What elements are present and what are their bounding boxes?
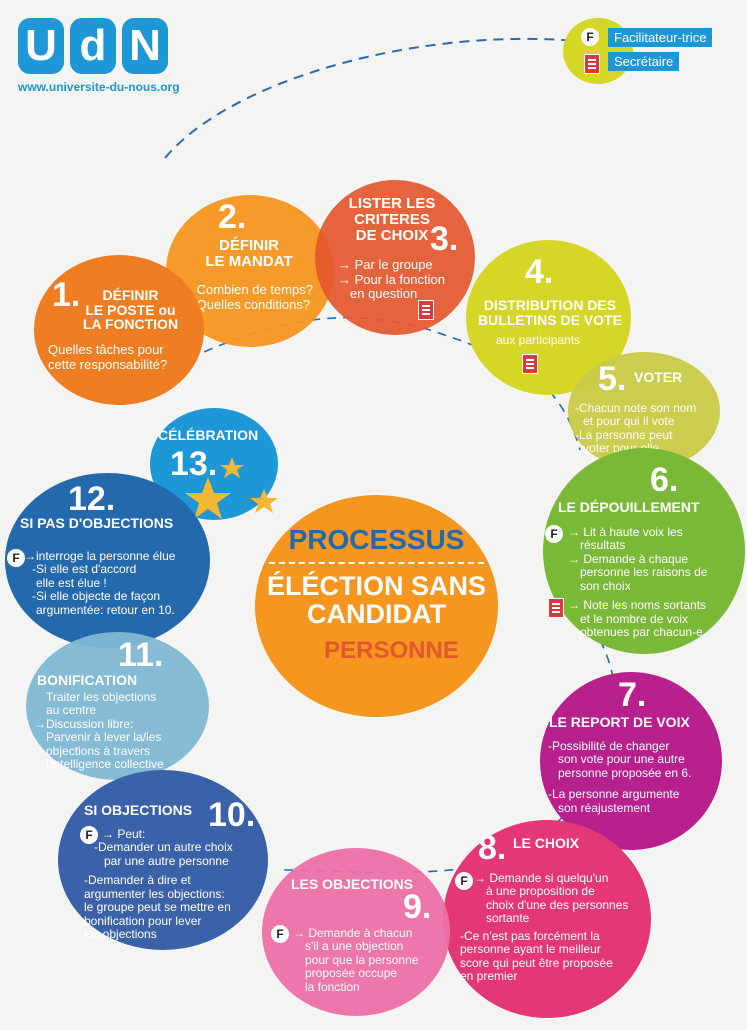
step-4-secretary-icon: [522, 354, 538, 374]
step-11-title: BONIFICATION: [37, 672, 138, 688]
step-6-title: LE DÉPOUILLEMENT: [558, 499, 700, 515]
center-line-2: ÉLÉCTION SANS: [266, 571, 487, 601]
secretary-icon: [584, 54, 600, 74]
center-title: PROCESSUS ÉLÉCTION SANS CANDIDAT PERSONN…: [255, 524, 498, 665]
step-12-blob: [5, 473, 210, 648]
step-5-title: VOTER: [634, 369, 683, 385]
step-4-title: DISTRIBUTION DES BULLETINS DE VOTE: [478, 297, 622, 328]
step-8-title: LE CHOIX: [513, 835, 580, 851]
step-1-blob: [34, 255, 204, 405]
step-9-blob: [262, 848, 450, 1016]
step-10-title: SI OBJECTIONS: [84, 802, 193, 818]
step-3-secretary-icon: [418, 300, 434, 320]
step-2-number: 2.: [218, 198, 247, 236]
step-4-number: 4.: [525, 253, 554, 291]
step-9-number: 9.: [403, 888, 432, 926]
step-6-text: → Lit à haute voix les résultats → Demande…: [568, 525, 708, 640]
step-12-text: →interroge la personne élue -Si elle est …: [24, 549, 176, 617]
step-3-title: LISTER LES CRITERES DE CHOIX: [348, 195, 436, 244]
step-7-blob: [540, 672, 722, 850]
center-divider: [269, 562, 484, 566]
step-11-blob: [26, 632, 209, 780]
step-8-text: → Demande si quelqu'un à une proposition …: [460, 871, 629, 984]
step-1-number: 1.: [52, 276, 81, 314]
step-1-text: Quelles tâches pour cette responsabilité?: [48, 342, 168, 372]
step-10-blob: [58, 770, 268, 950]
step-10-text: → Peut: -Demander un autre choix par une a…: [84, 827, 233, 942]
step-8-facilitator-icon: F: [455, 872, 473, 890]
step-2-title: DÉFINIR LE MANDAT: [205, 237, 293, 270]
logo-url[interactable]: www.universite-du-nous.org: [18, 80, 180, 94]
step-1-title: DÉFINIR LE POSTE ou LA FONCTION: [82, 287, 179, 333]
center-line-1: PROCESSUS: [288, 524, 465, 555]
logo-letter-d: d: [70, 18, 116, 74]
step-10-number: 10.: [208, 796, 256, 834]
step-13-number: 13.: [170, 445, 218, 483]
step-9-text: → Demande à chacun s'il a une objection po…: [293, 926, 419, 994]
step-5-number: 5.: [598, 360, 627, 398]
center-line-4: PERSONNE: [324, 636, 459, 664]
step-6-secretary-icon: [548, 598, 564, 618]
step-12-title: SI PAS D'OBJECTIONS: [20, 515, 174, 531]
step-13-title: CÉLÉBRATION: [158, 427, 259, 443]
step-7-text: -Possibilité de changer son vote pour une…: [548, 739, 692, 815]
step-12-number: 12.: [68, 480, 116, 518]
step-4-text: aux participants: [496, 333, 581, 347]
star-large: [185, 477, 231, 519]
legend-secretary: Secrétaire: [608, 52, 680, 71]
step-8-blob: [443, 820, 651, 1018]
logo: U d N www.universite-du-nous.org: [18, 18, 180, 94]
celebration-stars: [185, 457, 278, 519]
star-right: [250, 489, 278, 513]
step-9-facilitator-icon: F: [271, 925, 289, 943]
step-12-facilitator-icon: F: [7, 549, 25, 567]
step-3-number: 3.: [430, 220, 459, 258]
step-6-facilitator-icon: F: [545, 525, 563, 543]
legend-facilitator: Facilitateur-trice: [608, 28, 713, 47]
step-6-blob: [543, 448, 745, 654]
logo-letter-u: U: [18, 18, 64, 74]
step-11-number: 11.: [118, 636, 164, 674]
step-3-text: → Par le groupe → Pour la fonction en ques…: [338, 257, 445, 302]
center-line-3: CANDIDAT: [307, 599, 446, 630]
center-blob: [255, 495, 498, 717]
step-8-number: 8.: [478, 829, 507, 867]
step-6-number: 6.: [650, 461, 679, 499]
step-11-text: Traiter les objections au centre →Discussi…: [34, 690, 164, 772]
logo-letter-n: N: [122, 18, 168, 74]
step-2-text: → Combien de temps? → Quelles conditions?: [180, 282, 313, 312]
star-small: [220, 457, 244, 478]
step-3-blob: [315, 180, 475, 335]
step-7-number: 7.: [618, 676, 647, 714]
step-7-title: LE REPORT DE VOIX: [549, 714, 690, 730]
step-10-facilitator-icon: F: [80, 826, 98, 844]
step-9-title: LES OBJECTIONS: [291, 876, 414, 892]
facilitator-icon: F: [581, 28, 599, 46]
